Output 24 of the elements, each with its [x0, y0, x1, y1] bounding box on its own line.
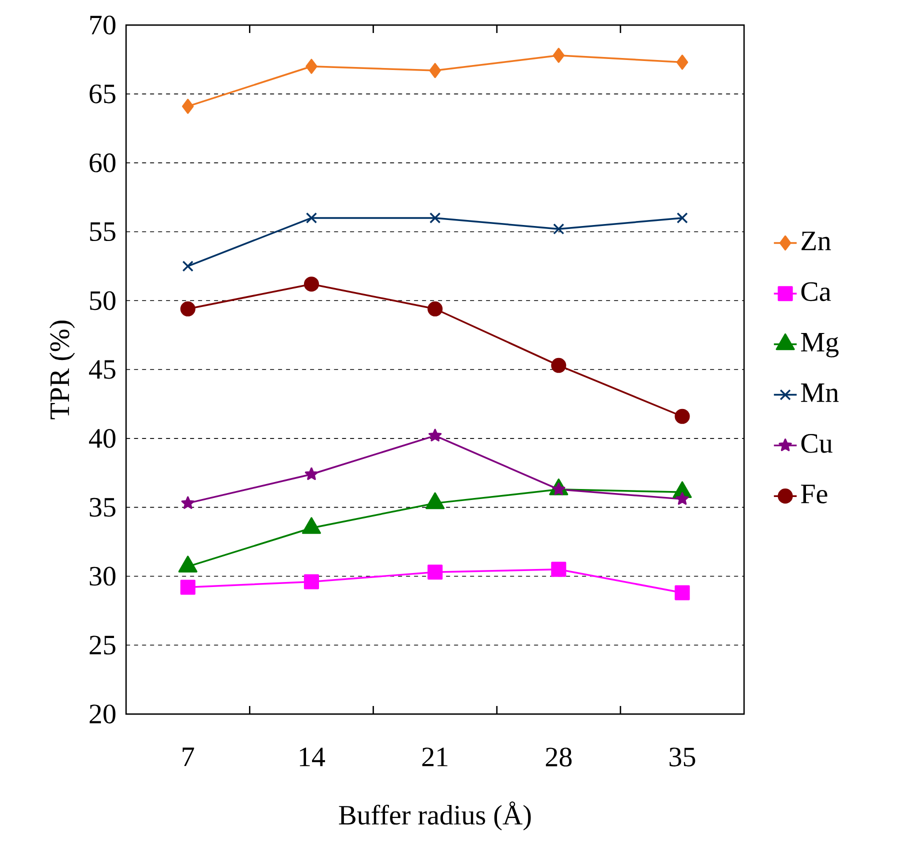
legend-label: Mg: [801, 332, 839, 358]
y-tick-label: 70: [90, 16, 116, 34]
y-tick-label: 55: [90, 222, 116, 242]
y-tick-label: 45: [89, 360, 116, 379]
legend-label: Ca: [801, 282, 831, 302]
x-tick-label: 21: [422, 748, 448, 766]
x-tick-label: 35: [670, 748, 696, 766]
x-tick-label: 28: [546, 748, 572, 767]
y-tick-label: 20: [90, 704, 116, 724]
legend-label: Fe: [801, 484, 828, 504]
y-tick-label: 60: [90, 153, 116, 172]
y-tick-label: 30: [90, 566, 116, 586]
y-axis-title: TPR (%): [49, 320, 75, 420]
legend-label: Mn: [801, 384, 839, 402]
y-tick-label: 50: [90, 291, 116, 310]
x-tick-label: 7: [182, 748, 194, 766]
legend-label: Cu: [801, 434, 832, 453]
y-tick-label: 40: [89, 428, 116, 448]
y-tick-label: 25: [90, 636, 116, 655]
x-tick-label: 14: [300, 748, 326, 766]
y-tick-label: 35: [90, 498, 116, 517]
x-axis-title: Buffer radius (Å): [338, 801, 531, 830]
y-tick-label: 65: [90, 84, 116, 104]
legend-label: Zn: [802, 232, 831, 250]
